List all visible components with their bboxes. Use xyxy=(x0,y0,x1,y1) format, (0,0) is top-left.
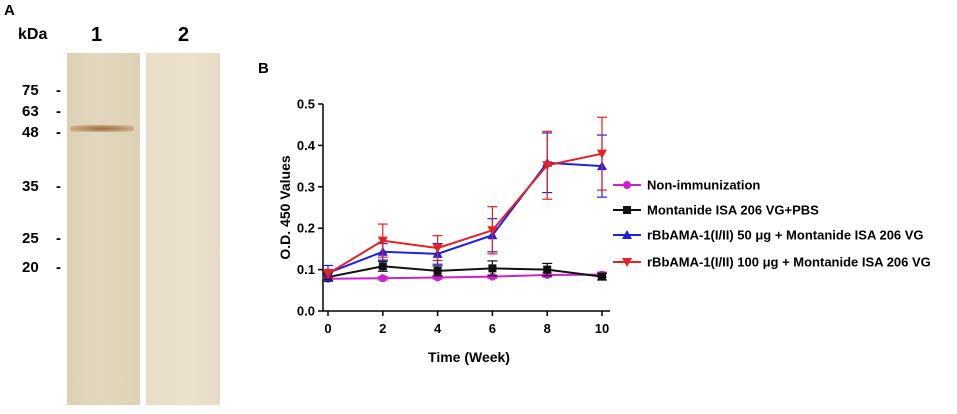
legend-label-3: rBbAMA-1(I/II) 100 μg + Montanide ISA 20… xyxy=(647,255,931,270)
marker-63-value: 63 xyxy=(22,103,39,120)
x-axis-title: Time (Week) xyxy=(428,349,510,365)
data-point-0-3 xyxy=(488,272,497,281)
data-point-1-5 xyxy=(598,272,606,281)
marker-25-value: 25 xyxy=(22,230,39,247)
series-line-0 xyxy=(327,273,603,280)
marker-75-dash: - xyxy=(56,82,61,99)
y-tick-label-5: 0.5 xyxy=(297,97,315,112)
legend-label-2: rBbAMA-1(I/II) 50 μg + Montanide ISA 206… xyxy=(647,228,924,243)
panel-b-label: B xyxy=(258,60,269,77)
marker-20: 20- xyxy=(22,259,64,276)
chart-legend: Non-immunization Montanide ISA 206 VG+PBS… xyxy=(613,178,931,270)
marker-25-dash: - xyxy=(56,230,61,247)
legend-item-3: rBbAMA-1(I/II) 100 μg + Montanide ISA 20… xyxy=(613,255,931,270)
blot-lane-2 xyxy=(146,53,220,405)
marker-35-value: 35 xyxy=(22,178,39,195)
data-point-1-3 xyxy=(488,264,497,273)
series-line-1 xyxy=(327,265,603,279)
series-line-2 xyxy=(327,161,603,274)
data-point-0-1 xyxy=(378,274,387,283)
legend-swatch-marker-1 xyxy=(623,206,631,214)
lane-number-2: 2 xyxy=(178,24,190,46)
marker-25: 25- xyxy=(22,230,64,247)
legend-item-1: Montanide ISA 206 VG+PBS xyxy=(613,203,819,218)
blot-lane-1 xyxy=(67,53,140,405)
marker-63-dash: - xyxy=(56,103,61,120)
series-2 xyxy=(323,132,607,281)
marker-63: 63- xyxy=(22,103,64,120)
data-point-3-2 xyxy=(432,244,443,254)
data-point-3-5 xyxy=(597,149,607,159)
y-tick-label-4: 0.4 xyxy=(297,138,316,153)
data-point-3-4 xyxy=(542,161,553,171)
kda-unit-label: kDa xyxy=(18,26,48,43)
series-3 xyxy=(323,116,607,279)
marker-48-value: 48 xyxy=(22,124,39,141)
marker-35-dash: - xyxy=(56,178,61,195)
y-axis-title: O.D. 450 Values xyxy=(277,155,293,259)
chart-axes: 0.0 0.1 0.2 0.3 0.4 0.5 0 2 4 6 8 10 xyxy=(297,97,610,336)
series-line-3 xyxy=(327,152,603,275)
data-point-3-0 xyxy=(323,269,333,279)
chart-series xyxy=(323,116,607,283)
lane-number-1: 1 xyxy=(91,24,103,46)
panel-a-label: A xyxy=(4,2,15,19)
x-tick-label-5: 10 xyxy=(595,321,609,336)
legend-item-0: Non-immunization xyxy=(613,178,760,193)
x-tick-label-2: 4 xyxy=(434,321,442,336)
y-tick-label-2: 0.2 xyxy=(297,221,315,236)
legend-item-2: rBbAMA-1(I/II) 50 μg + Montanide ISA 206… xyxy=(613,228,924,243)
protein-band xyxy=(70,125,134,132)
data-point-1-4 xyxy=(543,265,552,274)
legend-swatch-marker-2 xyxy=(622,230,632,239)
marker-75-value: 75 xyxy=(22,82,39,99)
x-tick-label-4: 8 xyxy=(544,321,551,336)
marker-75: 75- xyxy=(22,82,64,99)
marker-20-dash: - xyxy=(56,259,61,276)
legend-swatch-marker-0 xyxy=(623,181,631,189)
marker-35: 35- xyxy=(22,178,64,195)
data-point-1-1 xyxy=(378,262,387,271)
marker-48-dash: - xyxy=(56,124,61,141)
y-tick-label-3: 0.3 xyxy=(297,179,315,194)
y-tick-label-1: 0.1 xyxy=(297,262,315,277)
x-tick-label-0: 0 xyxy=(324,321,331,336)
data-point-3-3 xyxy=(487,226,498,236)
legend-swatch-marker-3 xyxy=(622,258,632,267)
x-tick-label-3: 6 xyxy=(489,321,496,336)
data-point-3-1 xyxy=(377,236,388,246)
x-tick-label-1: 2 xyxy=(379,321,386,336)
marker-20-value: 20 xyxy=(22,259,39,276)
data-point-1-2 xyxy=(433,266,442,275)
marker-48: 48- xyxy=(22,124,64,141)
y-tick-label-0: 0.0 xyxy=(297,304,315,319)
legend-label-0: Non-immunization xyxy=(647,178,760,193)
legend-label-1: Montanide ISA 206 VG+PBS xyxy=(647,203,819,218)
